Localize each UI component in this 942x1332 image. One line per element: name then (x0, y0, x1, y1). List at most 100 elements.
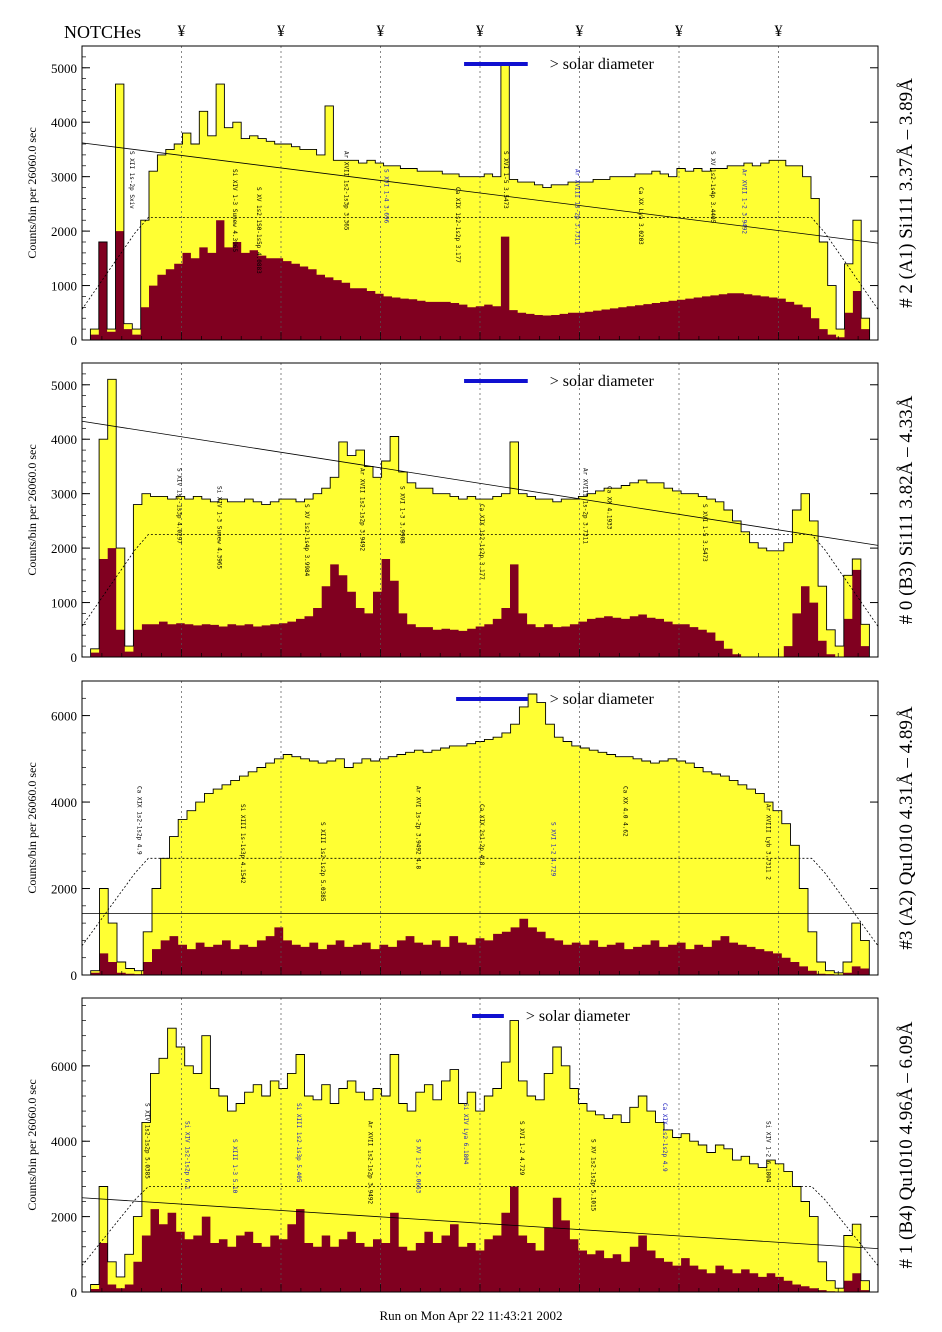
total-outline (82, 1020, 878, 1293)
y-tick-label: 5000 (51, 378, 77, 393)
notch-header: NOTCHes ¥ ¥ ¥ ¥ ¥ ¥ ¥ (64, 22, 783, 42)
panel-b4: 0 2000 4000 6000 Counts/bin per 26060.0 sec #… (25, 997, 917, 1300)
emission-line-label: S XV 1s2-1s4p 3.4405 (709, 151, 716, 224)
notch-area (82, 1186, 878, 1292)
emission-line-label: Ar XVII 1s2-1s3p 3.365 (343, 151, 350, 231)
y-tick-label: 6000 (51, 1059, 77, 1074)
y-tick-label: 6000 (51, 709, 77, 724)
smoothed-curve (81, 534, 879, 627)
y-tick-label: 2000 (51, 882, 77, 897)
emission-line-label: Ar XVII 1s2-1s2p 3.9492 (367, 1121, 374, 1204)
solar-diameter-label: > solar diameter (550, 373, 655, 390)
emission-line-label: S XVI 1-4 3.696 (383, 169, 390, 224)
notch-symbol: ¥ (775, 23, 783, 40)
emission-line-label: Ar XVIII Lyb 3.7311 2 (765, 804, 772, 880)
smoothed-curve (81, 857, 879, 947)
emission-line-label: Ca XX Lya 3.0203 (637, 187, 644, 245)
emission-line-label: Si XIII 1s2-1s3p 5.405 (295, 1103, 302, 1183)
panel-title: # 0 (B3) Si111 3.82Å – 4.33Å (896, 395, 917, 624)
notches-label: NOTCHes (64, 22, 141, 42)
emission-line-label: Si XIV Lya 6.1804 (462, 1103, 469, 1165)
y-tick-label: 4000 (51, 115, 77, 130)
emission-line-label: S XV 1s2 1S0-1s5p 4.0883 (255, 187, 262, 274)
emission-line-label: S XVI 1-2 4.729 (550, 822, 557, 877)
emission-line-label: S XVI 1-2 4.729 (518, 1121, 525, 1176)
emission-line-label: S XVI 1-5 3.5473 (502, 151, 509, 209)
solar-diameter-label: > solar diameter (550, 691, 655, 708)
y-tick-label: 4000 (51, 795, 77, 810)
y-tick-label: 1000 (51, 596, 77, 611)
emission-line-label: Si XIV 1-3 Sunew 4.3965 (215, 486, 222, 569)
emission-line-label: Ca XX 4.1933 (605, 486, 612, 530)
emission-line-label: Ca XIX 1s2-1s2p 4.9 (136, 786, 143, 855)
y-tick-label: 0 (71, 333, 78, 348)
panel-a1: 0 1000 2000 3000 4000 5000 Counts/bin per 2606… (25, 45, 917, 348)
emission-line-label: S XII 1s-2p Sxiv (128, 151, 135, 209)
y-tick-label: 2000 (51, 541, 77, 556)
emission-line-label: S XV 1-2 5.0663 (414, 1139, 421, 1194)
notch-marks: ¥ ¥ ¥ ¥ ¥ ¥ ¥ (178, 23, 783, 40)
emission-line-label: S XVI 1-3 3.9908 (398, 486, 405, 544)
panel-a2: 0 2000 4000 6000 Counts/bin per 26060.0 sec #… (25, 680, 917, 983)
panel-b3: 0 1000 2000 3000 4000 5000 Counts/bin per 2606… (25, 362, 917, 665)
emission-line-label: S XV 1s2-1s2p 5.1015 (589, 1139, 596, 1212)
y-tick-label: 4000 (51, 432, 77, 447)
y-tick-label: 5000 (51, 61, 77, 76)
y-tick-label: 0 (71, 968, 78, 983)
y-axis-label: Counts/bin per 26060.0 sec (25, 127, 39, 258)
solar-diameter-label: > solar diameter (526, 1008, 631, 1025)
emission-line-label: S XIII 1-3 5.10 (231, 1139, 238, 1194)
notch-symbol: ¥ (178, 23, 186, 40)
notch-symbol: ¥ (675, 23, 683, 40)
emission-line-label: Si XIV 1s2-1s2p 6.1 (184, 1121, 191, 1190)
y-tick-label: 3000 (51, 487, 77, 502)
y-tick-label: 0 (71, 1285, 78, 1300)
y-tick-label: 3000 (51, 170, 77, 185)
smoothed-curve (81, 217, 879, 310)
trend-line (81, 142, 879, 244)
total-outline (82, 64, 878, 341)
emission-line-label: S XIV 1s2-1s2p 5.0385 (144, 1103, 151, 1179)
notch-area (82, 220, 878, 340)
emission-line-label: Ar XVIII 1s-2p 3.7311 (582, 468, 589, 544)
notch-symbol: ¥ (377, 23, 385, 40)
y-tick-label: 0 (71, 650, 78, 665)
emission-line-label: Si XIV 1-3 Sunew 4.3965 (231, 169, 238, 252)
emission-line-label: Ar XVI 1s-2p 3.9492 4.8 (414, 786, 421, 869)
solar-diameter-label: > solar diameter (550, 56, 655, 73)
panel-title: #3 (A2) Qu1010 4.31Å – 4.89Å (896, 706, 917, 950)
emission-line-label: Ca XIX 1s2-1s2p 3.177 (454, 187, 461, 263)
trend-line (81, 420, 879, 546)
y-tick-label: 4000 (51, 1134, 77, 1149)
emission-line-label: Ca XIX 1s2-1s2p 4.9 (661, 1103, 668, 1172)
run-timestamp: Run on Mon Apr 22 11:43:21 2002 (379, 1308, 563, 1323)
emission-line-label: S XIII 1s2-1s2p 5.0385 (319, 822, 326, 902)
emission-line-label: Ar XVIII 1s-2p 3.7311 (574, 169, 581, 245)
y-tick-label: 2000 (51, 224, 77, 239)
emission-line-label: Si XIII 1s-1s3p 4.1542 (239, 804, 246, 884)
y-tick-label: 1000 (51, 279, 77, 294)
emission-line-label: Ca XIX 2s1-2p 4.8 (478, 804, 485, 866)
y-axis-label: Counts/bin per 26060.0 sec (25, 762, 39, 893)
panel-title: # 1 (B4) Qu1010 4.96Å – 6.09Å (896, 1021, 917, 1268)
emission-line-label: S XIV 1s2-1s3p 4.0297 (176, 468, 183, 544)
panel-title: # 2 (A1) Si111 3.37Å – 3.89Å (896, 78, 917, 308)
emission-line-label: S XVI 1-5 3.5473 (701, 504, 708, 562)
notch-symbol: ¥ (476, 23, 484, 40)
notch-symbol: ¥ (576, 23, 584, 40)
total-area (82, 694, 878, 975)
trend-line (81, 1197, 879, 1250)
emission-line-label: Ar XVII 1-2 3.9492 (741, 169, 748, 234)
emission-line-label: Si XIV 1-2 6.1804 (765, 1121, 772, 1183)
y-axis-label: Counts/bin per 26060.0 sec (25, 444, 39, 575)
spectrum-panels: 0 1000 2000 3000 4000 5000 Counts/bin per 2606… (25, 45, 917, 1300)
y-axis-label: Counts/bin per 26060.0 sec (25, 1079, 39, 1210)
smoothed-curve (81, 1186, 879, 1266)
emission-line-label: S XV 1s2-1s4p 3.9984 (303, 504, 310, 577)
total-outline (82, 378, 878, 658)
emission-line-label: Ar XVII 1s2-1s2p 3.9492 (359, 468, 366, 551)
y-tick-label: 2000 (51, 1210, 77, 1225)
emission-line-label: Ca XX 4.0 4.62 (621, 786, 628, 837)
notch-symbol: ¥ (277, 23, 285, 40)
